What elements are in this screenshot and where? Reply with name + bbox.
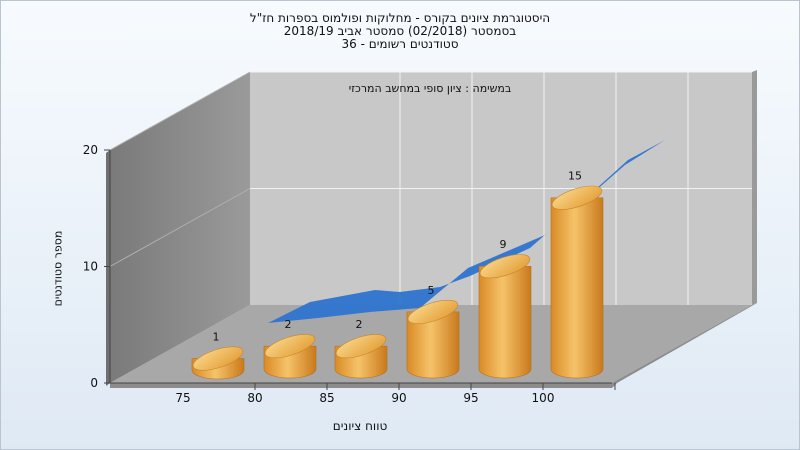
trend-surface: [268, 140, 665, 323]
bar-top: [551, 185, 603, 210]
x-tick-label: 85: [319, 391, 334, 405]
bar-value-label: 9: [500, 238, 507, 251]
x-axis-ticks: 75 80 85 90 95 100: [175, 383, 616, 405]
bar-value-label: 2: [285, 318, 292, 331]
bar: [191, 346, 245, 380]
x-axis-label: טווח ציונים: [332, 419, 388, 433]
x-tick-label: 75: [175, 391, 190, 405]
side-gridlines: [109, 71, 251, 267]
bar: [334, 334, 388, 379]
bars-group: [191, 185, 604, 380]
y-tick-label: 20: [83, 143, 98, 157]
bar-top: [335, 334, 387, 359]
bar-value-label: 1: [213, 331, 220, 344]
x-tick-label: 90: [391, 391, 406, 405]
bar-value-label: 15: [568, 170, 582, 183]
back-gridlines: [250, 71, 752, 305]
side-gridline: [109, 188, 251, 267]
bar-top: [264, 334, 316, 359]
y-tick-label: 0: [90, 376, 98, 390]
floor-edge: [110, 383, 612, 388]
bar: [406, 299, 460, 379]
bar-top: [407, 299, 459, 324]
bar-body: [478, 265, 532, 379]
chart-title-line-2: בסמסטר (02/2018) סמסטר אביב 2018/19: [283, 24, 517, 38]
bar: [263, 334, 317, 379]
bar-top: [192, 346, 244, 371]
side-gridline: [109, 71, 251, 151]
bar: [550, 185, 604, 379]
bar-body: [406, 311, 460, 379]
chart-annotation: במשימה : ציון סופי במחשב המרכזי: [348, 82, 512, 95]
x-tick-label: 80: [247, 391, 262, 405]
chart-title-line-3: סטודנטים רשומים - 36: [341, 37, 459, 51]
side-wall-edge: [106, 150, 110, 386]
y-axis-ticks: 0 10 20: [83, 143, 110, 390]
bar: [478, 254, 532, 379]
chart-title-line-1: היסטוגרמת ציונים בקורס - מחלוקות ופולמוס…: [249, 11, 551, 25]
bar-value-label: 2: [356, 318, 363, 331]
bar-value-label: 5: [428, 284, 435, 297]
value-labels-group: 1 2 2 5 9 15: [213, 170, 583, 344]
y-axis-label: מספר סטודנטים: [51, 230, 65, 307]
x-tick-label: 95: [463, 391, 478, 405]
bar-top: [479, 254, 531, 279]
back-wall-edge: [752, 70, 757, 305]
bar-body: [550, 197, 604, 379]
y-tick-label: 10: [83, 260, 98, 274]
x-tick-label: 100: [532, 391, 555, 405]
